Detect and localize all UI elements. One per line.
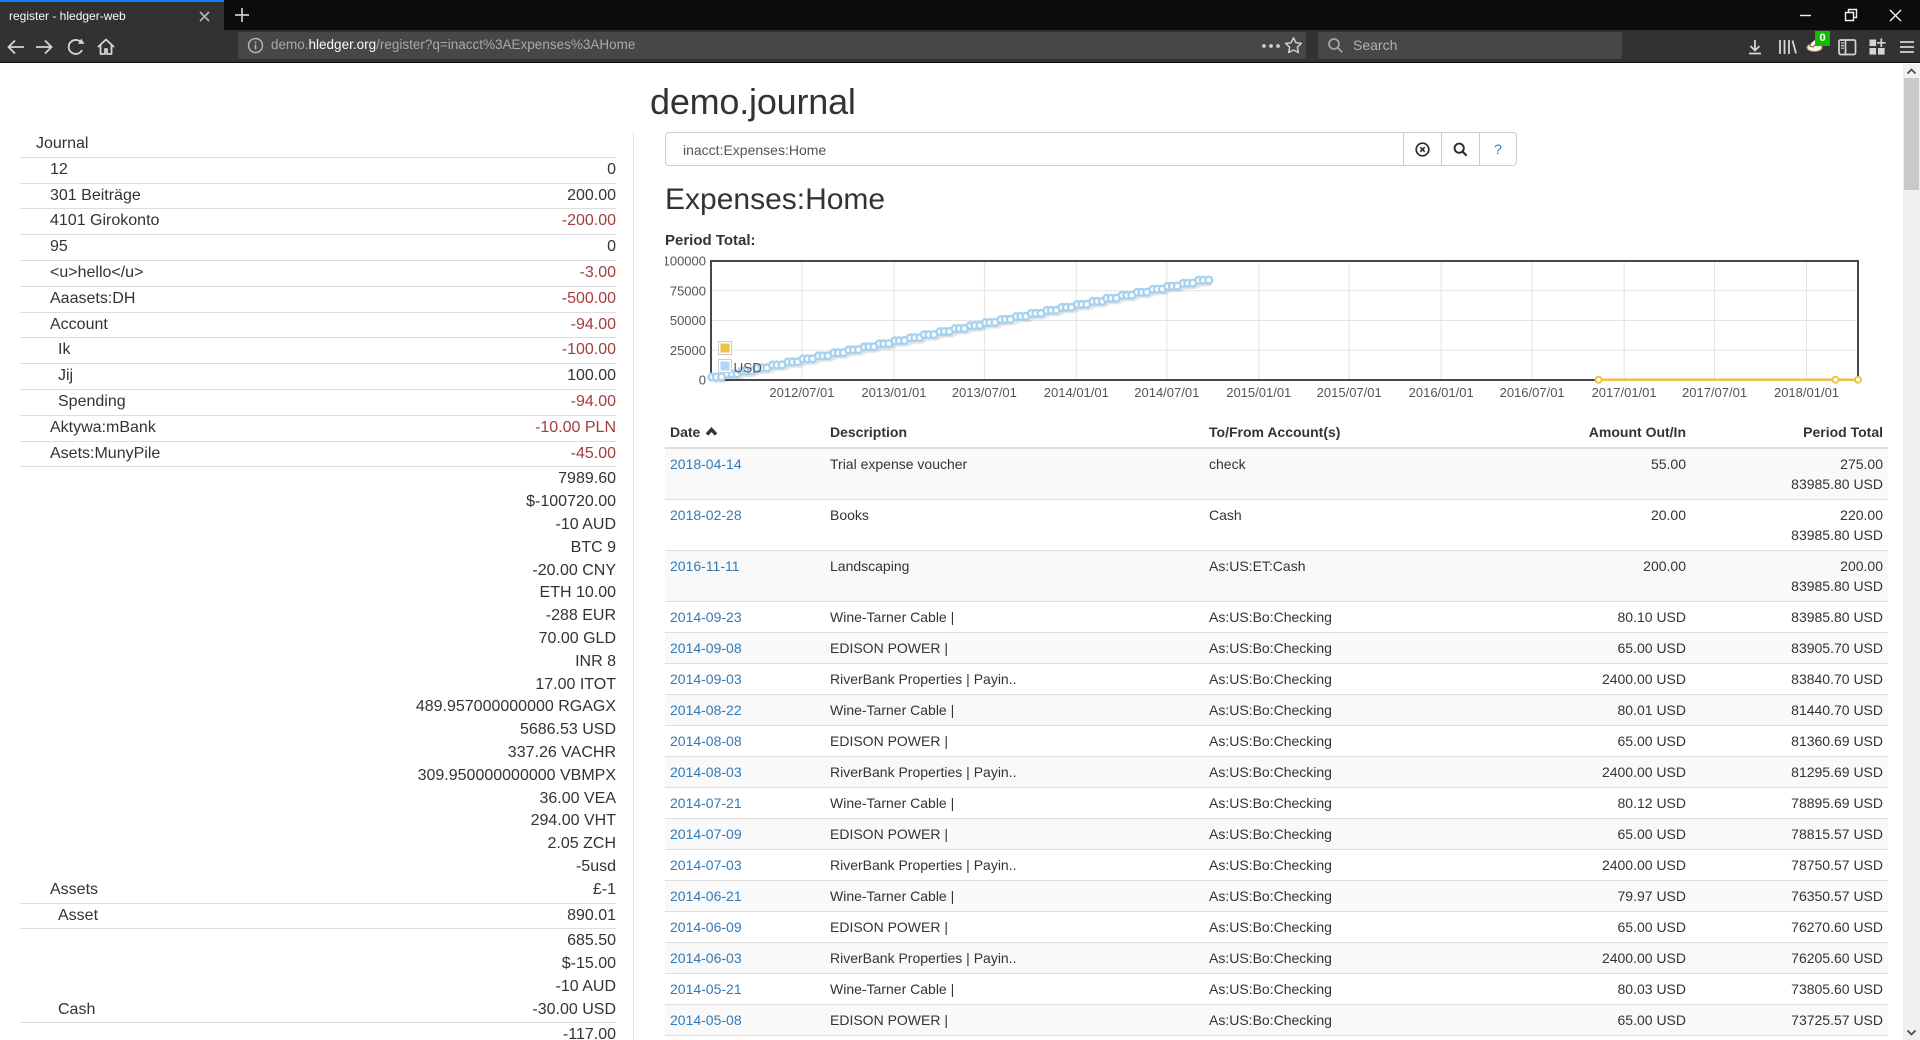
svg-text:2017/07/01: 2017/07/01 <box>1682 385 1747 400</box>
svg-text:25000: 25000 <box>670 343 706 358</box>
svg-text:2016/01/01: 2016/01/01 <box>1409 385 1474 400</box>
svg-text:100000: 100000 <box>665 254 706 269</box>
svg-text:2013/07/01: 2013/07/01 <box>952 385 1017 400</box>
svg-text:2013/01/01: 2013/01/01 <box>861 385 926 400</box>
svg-text:2012/07/01: 2012/07/01 <box>769 385 834 400</box>
svg-text:2014/01/01: 2014/01/01 <box>1044 385 1109 400</box>
svg-text:0: 0 <box>699 373 706 388</box>
svg-text:75000: 75000 <box>670 283 706 298</box>
svg-text:USD: USD <box>734 361 763 376</box>
svg-text:2015/01/01: 2015/01/01 <box>1226 385 1291 400</box>
svg-text:2016/07/01: 2016/07/01 <box>1500 385 1565 400</box>
svg-text:50000: 50000 <box>670 313 706 328</box>
svg-text:2015/07/01: 2015/07/01 <box>1317 385 1382 400</box>
svg-text:2017/01/01: 2017/01/01 <box>1592 385 1657 400</box>
svg-text:2014/07/01: 2014/07/01 <box>1134 385 1199 400</box>
svg-text:2018/01/01: 2018/01/01 <box>1774 385 1839 400</box>
